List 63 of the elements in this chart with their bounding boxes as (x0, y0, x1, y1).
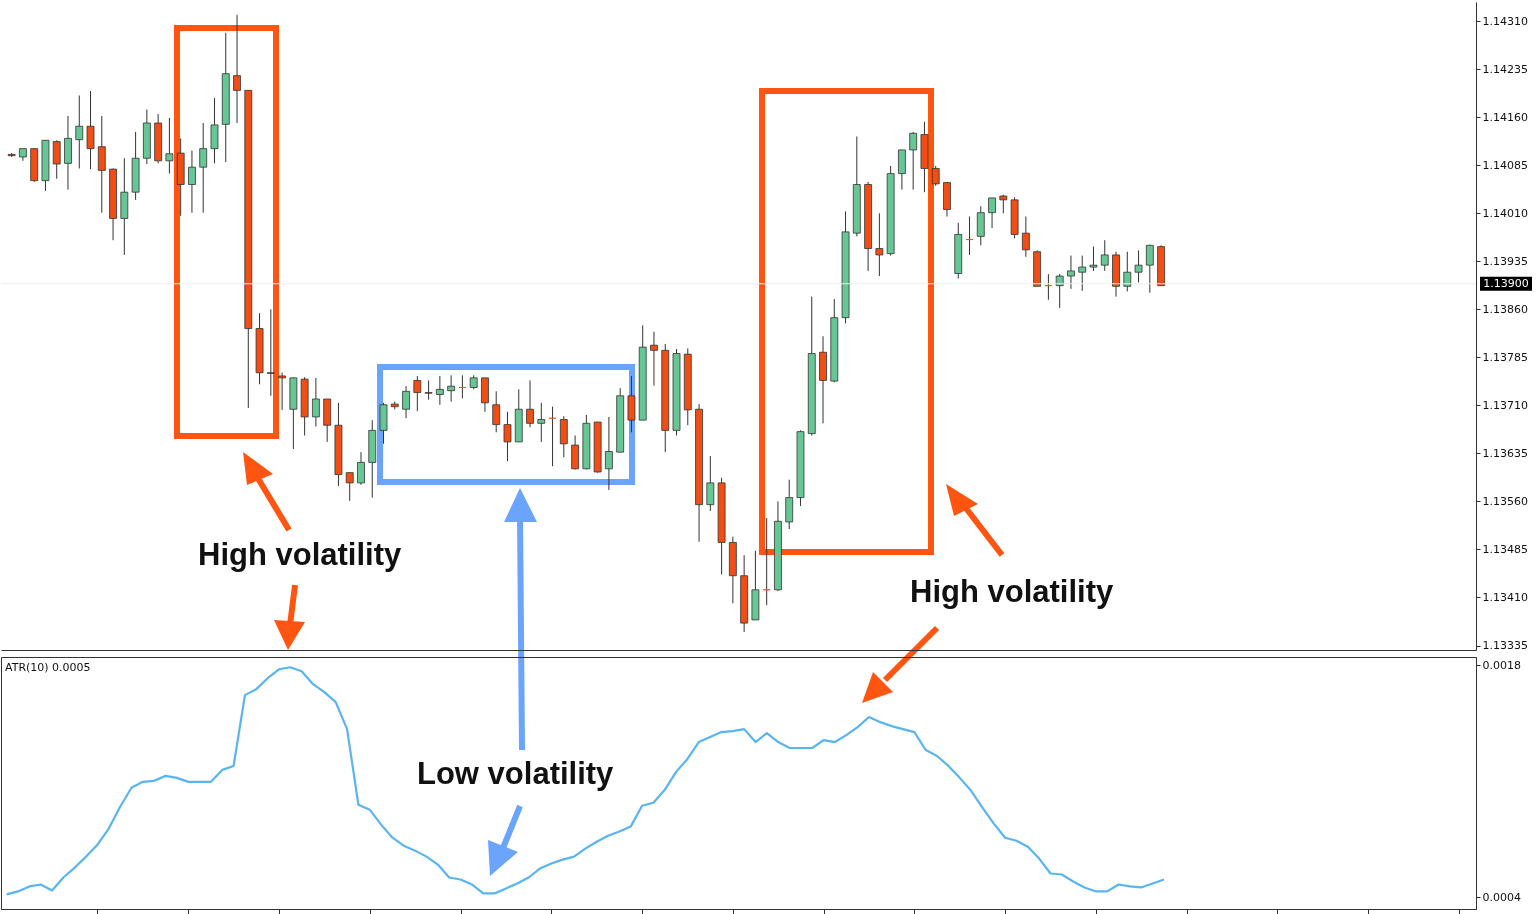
candlestick (402, 385, 410, 419)
y-tick-label: 0.0004 (1482, 890, 1521, 904)
candlestick (278, 372, 286, 411)
y-tick-label: 1.13560 (1482, 494, 1528, 508)
candlestick (345, 472, 354, 502)
candlestick (233, 14, 241, 124)
candlestick (1055, 273, 1064, 309)
candlestick (1100, 239, 1109, 272)
candlestick (52, 139, 61, 180)
candlestick (357, 451, 365, 486)
candlestick (706, 455, 715, 512)
y-tick-label: 1.13935 (1482, 254, 1528, 268)
candlestick (447, 374, 456, 403)
candlestick (526, 379, 534, 428)
candlestick (86, 90, 95, 170)
candlestick (605, 416, 613, 491)
candlestick (650, 331, 658, 387)
y-tick-label: 1.13485 (1482, 542, 1528, 556)
candlestick (988, 197, 996, 229)
y-tick-label: 1.13860 (1482, 302, 1528, 316)
y-tick-label: 1.14085 (1482, 158, 1528, 172)
y-tick-label: 0.0018 (1482, 658, 1521, 672)
y-tick-label: 1.13710 (1482, 398, 1528, 412)
candlestick (188, 150, 196, 214)
candlestick (1078, 255, 1087, 292)
candlestick (503, 411, 512, 462)
candlestick (435, 375, 444, 406)
candlestick (898, 149, 906, 191)
y-tick-label: 1.14235 (1482, 62, 1528, 76)
candlestick (492, 390, 501, 433)
candlestick (199, 122, 208, 214)
y-tick-label: 1.13785 (1482, 350, 1528, 364)
candlestick (1067, 255, 1075, 290)
candlestick (312, 377, 320, 428)
chart-title: ATR(10) 0.0005 (5, 661, 91, 674)
candlestick (165, 117, 174, 175)
candlestick (210, 97, 219, 164)
annotation: High volatility (198, 537, 402, 573)
y-tick-label: 1.13635 (1482, 446, 1528, 460)
candlestick (1123, 251, 1132, 292)
candlestick (75, 94, 84, 169)
y-tick-label: 1.14310 (1482, 14, 1528, 28)
candlestick (909, 131, 918, 191)
candlestick (1021, 216, 1030, 258)
annotation: High volatility (910, 574, 1114, 610)
candlestick (1134, 249, 1143, 283)
y-tick-label: 1.14160 (1482, 110, 1528, 124)
candlestick (976, 205, 985, 246)
ref-line-label: 1.13900 (1483, 276, 1529, 290)
candlestick (1145, 244, 1154, 294)
candlestick (537, 402, 546, 443)
y-tick-label: 1.13335 (1482, 639, 1528, 653)
annotation: Low volatility (417, 756, 614, 792)
candlestick (931, 165, 940, 187)
candlestick (424, 379, 433, 401)
candlestick (266, 308, 275, 397)
y-tick-label: 1.14010 (1482, 206, 1528, 220)
candlestick (875, 212, 884, 277)
candlestick (1089, 246, 1098, 272)
y-tick-label: 1.13410 (1482, 590, 1528, 604)
candlestick (571, 434, 579, 470)
candlestick (97, 115, 106, 214)
candlestick (413, 375, 422, 412)
